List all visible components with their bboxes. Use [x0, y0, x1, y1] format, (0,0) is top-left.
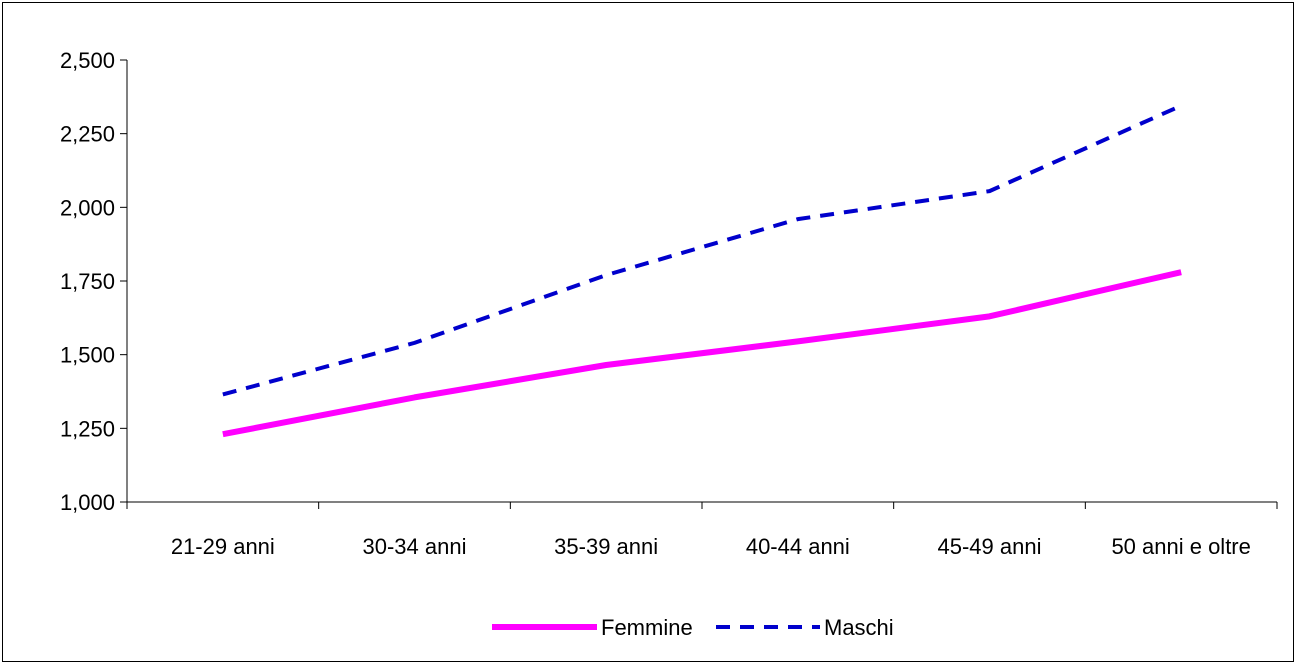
x-tick-label: 35-39 anni	[554, 534, 658, 559]
y-tick-label: 1,000	[60, 490, 115, 515]
x-tick-label: 50 anni e oltre	[1111, 534, 1250, 559]
legend-label-maschi: Maschi	[824, 615, 894, 640]
y-tick-label: 2,000	[60, 195, 115, 220]
y-tick-label: 1,500	[60, 343, 115, 368]
x-axis-ticks: 21-29 anni 30-34 anni 35-39 anni 40-44 anni…	[126, 502, 1278, 559]
y-tick-label: 2,250	[60, 122, 115, 147]
x-tick-label: 21-29 anni	[171, 534, 275, 559]
y-tick-label: 1,750	[60, 269, 115, 294]
axes	[126, 60, 1277, 503]
y-axis-ticks: 1,000 1,250 1,500 1,750 2,000 2,250 2,500	[60, 48, 127, 515]
x-tick-label: 30-34 anni	[363, 534, 467, 559]
x-tick-label: 45-49 anni	[938, 534, 1042, 559]
y-tick-label: 1,250	[60, 416, 115, 441]
y-tick-label: 2,500	[60, 48, 115, 73]
series-line-femmine	[222, 269, 1182, 438]
series-layer	[222, 103, 1182, 438]
legend: Femmine Maschi	[492, 615, 894, 640]
x-tick-label: 40-44 anni	[746, 534, 850, 559]
legend-label-femmine: Femmine	[601, 615, 693, 640]
